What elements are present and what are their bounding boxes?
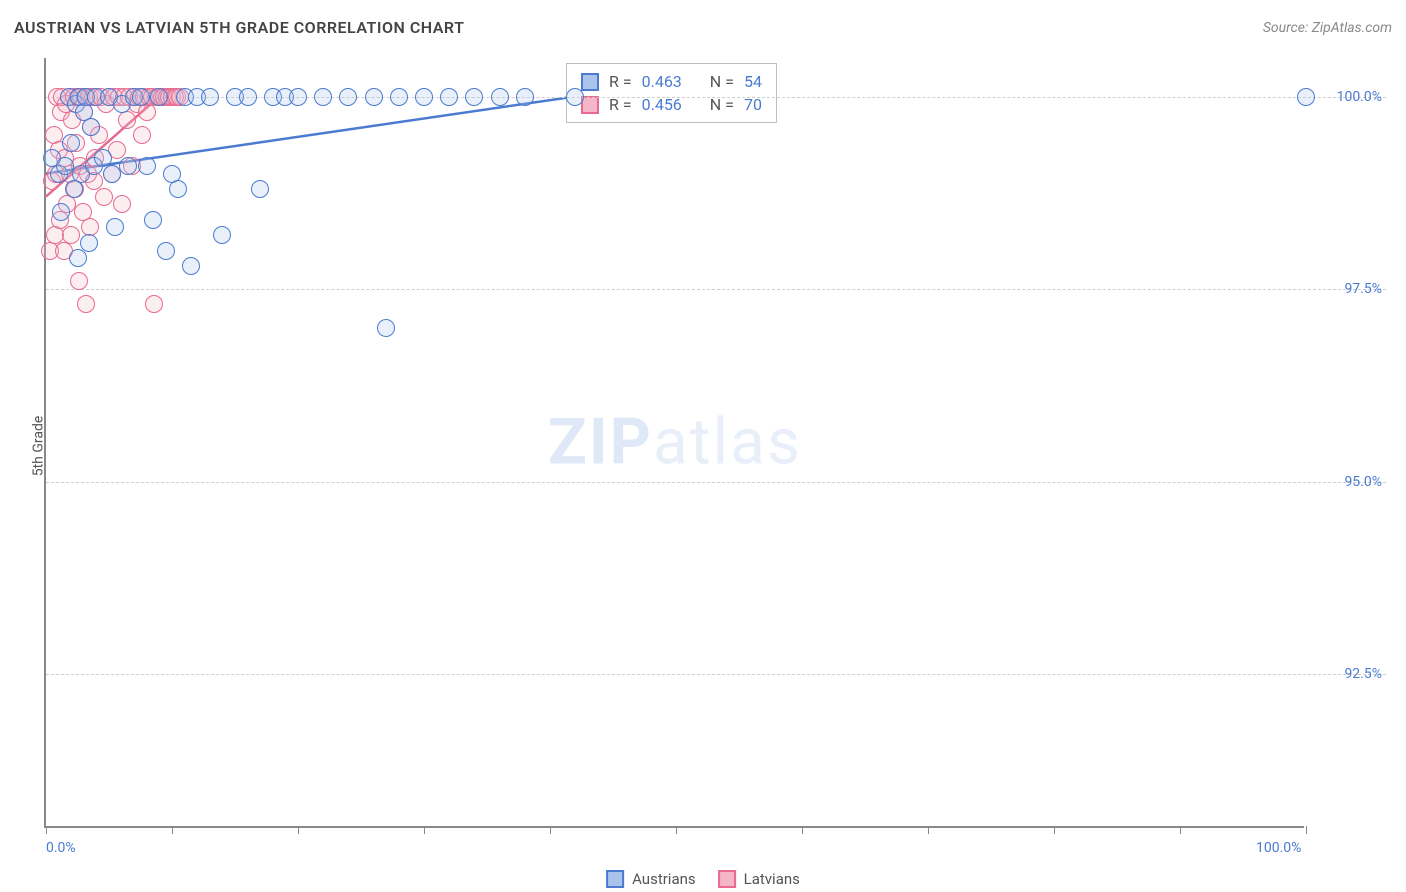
scatter-point: [56, 157, 74, 175]
y-tick-label: 97.5%: [1312, 281, 1382, 297]
n-label: N =: [710, 95, 734, 114]
r-label: R =: [609, 72, 632, 91]
scatter-point: [377, 319, 395, 337]
chart-title: AUSTRIAN VS LATVIAN 5TH GRADE CORRELATIO…: [14, 18, 464, 37]
scatter-point: [390, 88, 408, 106]
x-tick: [1054, 826, 1055, 834]
scatter-plot-area: ZIPatlas R = 0.463 N = 54 R = 0.456 N = …: [44, 58, 1304, 828]
scatter-point: [339, 88, 357, 106]
watermark-atlas: atlas: [653, 405, 802, 480]
scatter-point: [150, 88, 168, 106]
chart-header: AUSTRIAN VS LATVIAN 5TH GRADE CORRELATIO…: [14, 18, 1392, 37]
legend-item-latvians: Latvians: [718, 870, 800, 888]
scatter-point: [491, 88, 509, 106]
x-tick: [928, 826, 929, 834]
scatter-point: [314, 88, 332, 106]
scatter-point: [106, 218, 124, 236]
scatter-point: [138, 103, 156, 121]
scatter-point: [516, 88, 534, 106]
trend-lines-svg: [46, 58, 1304, 826]
y-tick-label: 100.0%: [1312, 89, 1382, 105]
scatter-point: [119, 157, 137, 175]
x-tick-label: 100.0%: [1256, 840, 1301, 856]
scatter-point: [145, 295, 163, 313]
n-value: 54: [744, 72, 762, 91]
y-tick-label: 92.5%: [1312, 666, 1382, 682]
scatter-point: [566, 88, 584, 106]
correlation-legend: R = 0.463 N = 54 R = 0.456 N = 70: [566, 63, 777, 123]
scatter-point: [133, 126, 151, 144]
x-tick: [676, 826, 677, 834]
r-value: 0.456: [642, 95, 682, 114]
scatter-point: [80, 234, 98, 252]
x-tick: [1180, 826, 1181, 834]
scatter-point: [65, 180, 83, 198]
swatch-icon: [606, 870, 624, 888]
x-tick: [424, 826, 425, 834]
legend-label: Austrians: [632, 870, 696, 888]
scatter-point: [138, 157, 156, 175]
legend-label: Latvians: [744, 870, 800, 888]
x-tick: [1306, 826, 1307, 834]
x-tick: [802, 826, 803, 834]
x-tick: [172, 826, 173, 834]
scatter-point: [103, 165, 121, 183]
scatter-point: [182, 257, 200, 275]
scatter-point: [144, 211, 162, 229]
y-tick-label: 95.0%: [1312, 474, 1382, 490]
swatch-icon: [718, 870, 736, 888]
source-label: Source: ZipAtlas.com: [1263, 20, 1392, 36]
n-value: 70: [744, 95, 762, 114]
scatter-point: [95, 188, 113, 206]
scatter-point: [201, 88, 219, 106]
scatter-point: [62, 226, 80, 244]
scatter-point: [69, 249, 87, 267]
scatter-point: [118, 111, 136, 129]
x-tick: [298, 826, 299, 834]
watermark: ZIPatlas: [548, 405, 802, 480]
gridline: [46, 289, 1386, 290]
scatter-point: [113, 195, 131, 213]
legend-item-austrians: Austrians: [606, 870, 696, 888]
gridline: [46, 482, 1386, 483]
scatter-point: [415, 88, 433, 106]
n-label: N =: [710, 72, 734, 91]
scatter-point: [169, 180, 187, 198]
x-tick: [550, 826, 551, 834]
swatch-icon: [581, 73, 599, 91]
series-legend: Austrians Latvians: [606, 870, 800, 888]
gridline: [46, 674, 1386, 675]
scatter-point: [365, 88, 383, 106]
x-tick-label: 0.0%: [46, 840, 76, 856]
x-tick: [46, 826, 47, 834]
watermark-zip: ZIP: [548, 405, 653, 480]
r-label: R =: [609, 95, 632, 114]
scatter-point: [70, 272, 88, 290]
scatter-point: [62, 134, 80, 152]
scatter-point: [82, 118, 100, 136]
correlation-row-austrians: R = 0.463 N = 54: [581, 70, 762, 93]
scatter-point: [465, 88, 483, 106]
scatter-point: [289, 88, 307, 106]
scatter-point: [52, 203, 70, 221]
r-value: 0.463: [642, 72, 682, 91]
scatter-point: [239, 88, 257, 106]
scatter-point: [1297, 88, 1315, 106]
scatter-point: [77, 295, 95, 313]
scatter-point: [251, 180, 269, 198]
scatter-point: [132, 88, 150, 106]
scatter-point: [213, 226, 231, 244]
scatter-point: [440, 88, 458, 106]
scatter-point: [157, 242, 175, 260]
